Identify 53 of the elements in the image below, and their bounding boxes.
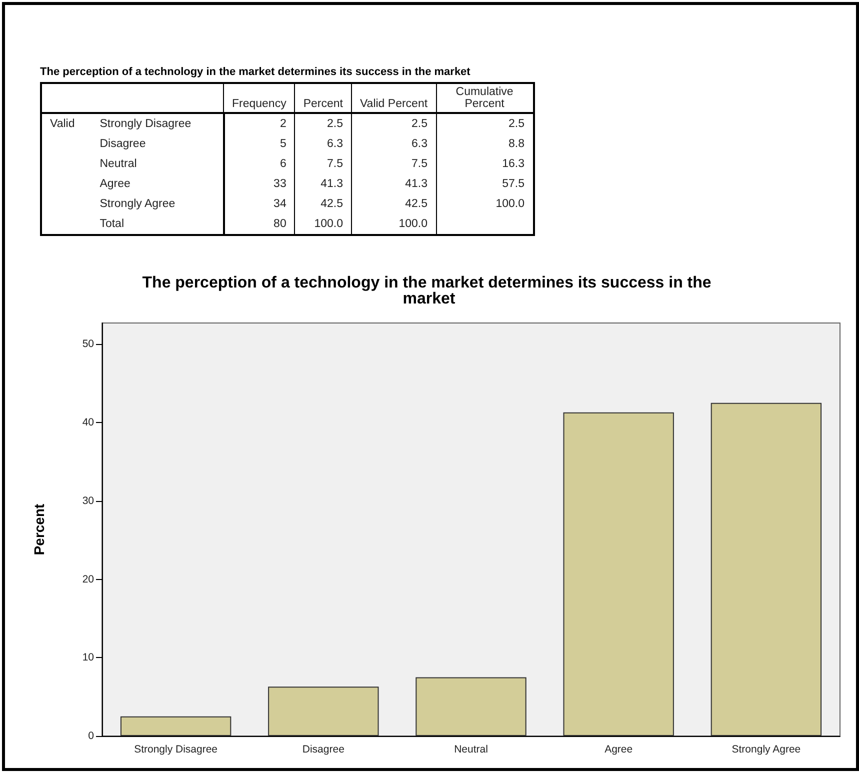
data-label: 41.3: [294, 174, 352, 194]
y-tick-label: 0: [88, 730, 94, 742]
y-tick-label: 20: [82, 573, 94, 586]
category-label: Strongly Disagree: [92, 113, 224, 134]
x-tick-label: Strongly Disagree: [134, 744, 218, 756]
data-label: 7.5: [294, 154, 352, 174]
data-label: 6: [224, 154, 295, 174]
y-tick-label: 40: [82, 416, 94, 429]
category-label: Disagree: [92, 134, 224, 154]
data-label: 34: [224, 194, 295, 214]
category-label: Agree: [92, 174, 224, 194]
data-label: 42.5: [351, 194, 436, 214]
data-label: 7.5: [351, 154, 436, 174]
data-label: 42.5: [294, 194, 352, 214]
category-label: Neutral: [92, 154, 224, 174]
data-label: 5: [224, 134, 295, 154]
category-label: Total: [92, 214, 224, 235]
data-label: 6.3: [294, 134, 352, 154]
bar: [268, 686, 379, 736]
data-label: 6.3: [351, 134, 436, 154]
data-label: 2: [224, 113, 295, 134]
data-label: 8.8: [436, 134, 534, 154]
data-label: 2.5: [351, 113, 436, 134]
category-label: Strongly Agree: [92, 194, 224, 214]
bar: [563, 412, 674, 736]
y-tick-label: 50: [82, 338, 94, 350]
y-tick-label: 30: [82, 494, 94, 507]
y-axis-title: Percent: [31, 503, 47, 556]
text: Percent: [294, 83, 352, 113]
data-label: 80: [224, 214, 295, 235]
bar: [710, 402, 822, 736]
bar: [416, 677, 526, 736]
data-label: 2.5: [294, 113, 352, 134]
data-label: 16.3: [436, 154, 534, 174]
text: Valid Percent: [351, 83, 436, 113]
x-tick-label: Neutral: [454, 744, 488, 756]
data-label: 2.5: [436, 113, 534, 134]
text: Valid: [49, 117, 76, 132]
x-tick-label: Disagree: [302, 744, 345, 756]
data-label: 100.0: [351, 214, 436, 235]
text: The perception of a technology in the market determines its success in the market: [40, 66, 472, 78]
x-tick-label: Agree: [604, 744, 633, 756]
text: Frequency: [224, 83, 295, 113]
data-label: 57.5: [436, 174, 534, 194]
x-tick-label: Strongly Agree: [732, 744, 801, 756]
data-label: 100.0: [436, 194, 534, 214]
data-label: 41.3: [351, 174, 436, 194]
data-label: 33: [224, 174, 295, 194]
chart-title: The perception of a technology in the market determines its success in the market: [142, 274, 716, 308]
text: Cumulative Percent: [436, 83, 534, 113]
y-tick-label: 10: [82, 652, 94, 664]
data-label: 100.0: [294, 214, 352, 235]
bar: [120, 716, 232, 736]
